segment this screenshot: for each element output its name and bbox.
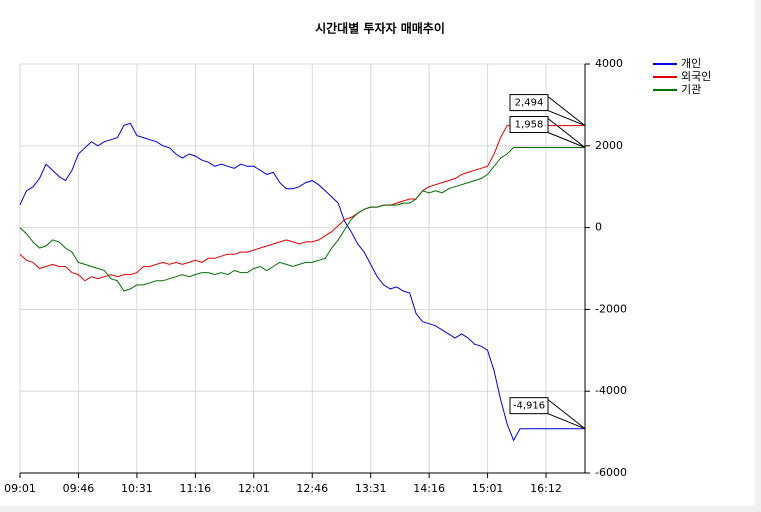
series-line <box>19 147 585 292</box>
y-tick-label: 2000 <box>595 139 623 152</box>
end-label: 2,494 <box>515 98 544 109</box>
callout-line <box>547 399 586 430</box>
x-tick-label: 12:01 <box>238 482 270 495</box>
x-tick-label: 14:16 <box>413 482 445 495</box>
y-tick-label: -6000 <box>595 466 627 479</box>
end-label: -4,916 <box>513 401 545 412</box>
callout-line <box>547 132 586 148</box>
callout-line <box>547 110 586 127</box>
callout-line <box>547 413 586 430</box>
series-line <box>19 125 585 282</box>
x-tick-label: 10:31 <box>121 482 153 495</box>
y-tick-label: 0 <box>595 221 602 234</box>
x-tick-label: 11:16 <box>179 482 211 495</box>
series-line <box>19 122 585 442</box>
chart-title: 시간대별 투자자 매매추이 <box>315 21 445 36</box>
x-tick-label: 09:01 <box>4 482 36 495</box>
x-tick-label: 15:01 <box>472 482 504 495</box>
x-tick-label: 13:31 <box>355 482 387 495</box>
x-tick-label: 16:12 <box>530 482 562 495</box>
y-tick-label: -2000 <box>595 302 627 315</box>
callout-line <box>547 118 586 148</box>
y-tick-label: 4000 <box>595 57 623 70</box>
callout-box <box>509 94 549 112</box>
callout-line <box>547 96 586 126</box>
callout-box <box>509 116 549 134</box>
y-tick-label: -4000 <box>595 384 627 397</box>
legend-label: 기관 <box>681 83 701 96</box>
legend-label: 외국인 <box>681 70 711 83</box>
x-tick-label: 12:46 <box>296 482 328 495</box>
end-label: 1,958 <box>515 120 544 131</box>
callout-box <box>509 397 549 415</box>
legend-label: 개인 <box>681 57 701 70</box>
x-tick-label: 09:46 <box>63 482 95 495</box>
